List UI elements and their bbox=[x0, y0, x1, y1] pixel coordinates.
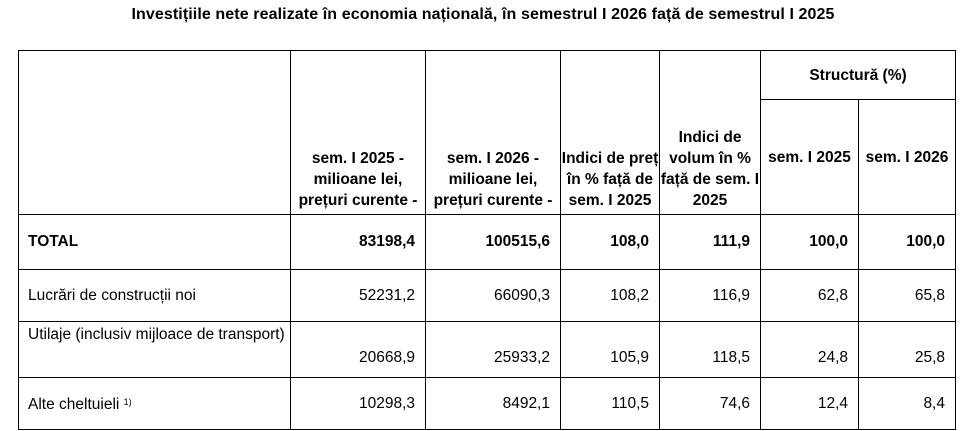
cell-value: 66090,3 bbox=[425, 269, 561, 322]
cell-value: 110,5 bbox=[560, 377, 660, 430]
row-label: Alte cheltuieli 1) bbox=[18, 377, 291, 430]
cell-value: 8492,1 bbox=[425, 377, 561, 430]
header-sem1-2026: sem. I 2026 - milioane lei, prețuri cure… bbox=[425, 50, 561, 215]
cell-value: 100,0 bbox=[760, 214, 859, 270]
cell-value: 62,8 bbox=[760, 269, 859, 322]
header-structure-2025: sem. I 2025 bbox=[760, 99, 859, 215]
cell-value: 100,0 bbox=[858, 214, 956, 270]
cell-value: 24,8 bbox=[760, 321, 859, 378]
row-label: Utilaje (inclusiv mijloace de transport) bbox=[18, 321, 291, 378]
table-row: Alte cheltuieli 1) 10298,3 8492,1 110,5 … bbox=[18, 377, 956, 430]
header-volume-index: Indici de volum în % față de sem. I 2025 bbox=[659, 50, 761, 215]
cell-value: 52231,2 bbox=[290, 269, 426, 322]
header-sem1-2025: sem. I 2025 - milioane lei, prețuri cure… bbox=[290, 50, 426, 215]
cell-value: 100515,6 bbox=[425, 214, 561, 270]
cell-value: 10298,3 bbox=[290, 377, 426, 430]
cell-value: 65,8 bbox=[858, 269, 956, 322]
investments-table: sem. I 2025 - milioane lei, prețuri cure… bbox=[18, 50, 956, 430]
footnote-marker: 1) bbox=[123, 397, 132, 407]
cell-value: 108,2 bbox=[560, 269, 660, 322]
cell-value: 105,9 bbox=[560, 321, 660, 378]
table-title: Investițiile nete realizate în economia … bbox=[131, 6, 835, 23]
cell-value: 25,8 bbox=[858, 321, 956, 378]
header-structure: Structură (%) bbox=[760, 50, 956, 100]
row-label: Lucrări de construcții noi bbox=[18, 269, 291, 322]
cell-value: 83198,4 bbox=[290, 214, 426, 270]
table-row: Lucrări de construcții noi 52231,2 66090… bbox=[18, 269, 956, 322]
cell-value: 108,0 bbox=[560, 214, 660, 270]
row-label-text: Alte cheltuieli bbox=[28, 396, 120, 413]
table-row-total: TOTAL 83198,4 100515,6 108,0 111,9 100,0… bbox=[18, 214, 956, 270]
cell-value: 111,9 bbox=[659, 214, 761, 270]
header-empty bbox=[18, 50, 291, 215]
cell-value: 74,6 bbox=[659, 377, 761, 430]
cell-value: 25933,2 bbox=[425, 321, 561, 378]
cell-value: 118,5 bbox=[659, 321, 761, 378]
header-structure-2026: sem. I 2026 bbox=[858, 99, 956, 215]
header-price-index: Indici de preț în % față de sem. I 2025 bbox=[560, 50, 660, 215]
cell-value: 116,9 bbox=[659, 269, 761, 322]
cell-value: 20668,9 bbox=[290, 321, 426, 378]
table-row: Utilaje (inclusiv mijloace de transport)… bbox=[18, 321, 956, 378]
row-label: TOTAL bbox=[18, 214, 291, 270]
cell-value: 8,4 bbox=[858, 377, 956, 430]
cell-value: 12,4 bbox=[760, 377, 859, 430]
